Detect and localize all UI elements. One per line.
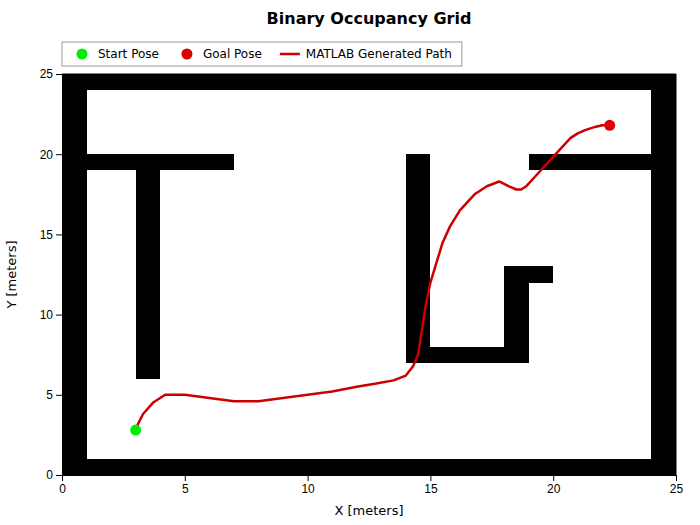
tick-mark [56,154,62,155]
legend-symbol [181,49,192,60]
tick: 0 [59,475,66,496]
tick: 20 [40,148,62,162]
legend-symbol [77,49,88,60]
legend-symbol [280,53,300,56]
tick: 10 [40,308,62,322]
title: Binary Occupancy Grid [267,9,472,28]
tick-label: 5 [182,482,189,496]
tick-mark [430,475,431,481]
tick-label: 0 [46,468,53,482]
tick: 25 [40,67,62,81]
obstacle [406,154,431,363]
obstacle [62,74,676,90]
tick-label: 20 [40,148,54,162]
obstacle [62,74,87,475]
legend-item: Start Pose [77,47,159,61]
tick: 25 [670,475,684,496]
tick-label: 25 [670,482,684,496]
tick-mark [56,315,62,316]
plot-area: 0 5 10 15 20 25 0 5 10 15 20 25 [40,67,684,495]
y-axis-title: Y [meters] [4,240,19,309]
tick-label: 15 [424,482,438,496]
obstacle [136,154,161,379]
x-axis: 0 5 10 15 20 25 [59,475,683,496]
chart: Binary Occupancy Grid 0 5 10 15 20 25 0 5 10 15 20 2… [0,0,700,525]
legend-box [62,42,462,66]
point [130,425,141,436]
tick: 15 [424,475,438,496]
x-axis-title: X [meters] [334,503,403,518]
tick-label: 20 [547,482,561,496]
legend-label: MATLAB Generated Path [306,47,452,61]
tick-mark [676,475,677,481]
tick-mark [56,395,62,396]
tick-label: 25 [40,67,54,81]
tick-mark [56,234,62,235]
tick: 5 [182,475,189,496]
obstacle [529,266,554,282]
tick: 10 [301,475,315,496]
obstacle [504,266,529,362]
path-line [136,125,610,430]
y-axis: 0 5 10 15 20 25 [40,67,63,482]
axis-line [56,75,63,476]
scatter-series [130,425,141,436]
frame [676,74,677,475]
legend: Start Pose Goal Pose MATLAB Generated Path [62,42,462,66]
legend-item: MATLAB Generated Path [280,47,452,61]
tick-mark [56,74,62,75]
tick-label: 10 [40,308,54,322]
obstacle [651,74,676,475]
legend-label: Start Pose [98,47,159,61]
legend-label: Goal Pose [203,47,262,61]
tick-mark [308,475,309,481]
tick: 15 [40,228,62,242]
tick: 0 [46,468,62,482]
frame [62,74,676,75]
axis-line [63,476,677,482]
legend-item: Goal Pose [181,47,261,61]
tick-mark [553,475,554,481]
tick-mark [185,475,186,481]
tick-label: 0 [59,482,66,496]
tick: 20 [547,475,561,496]
tick-label: 10 [301,482,315,496]
tick-mark [56,475,62,476]
scatter-series [604,120,615,131]
obstacle [62,459,676,475]
obstacles [62,74,676,475]
tick-label: 5 [46,388,53,402]
point [604,120,615,131]
tick-label: 15 [40,228,54,242]
tick: 5 [46,388,62,402]
marks [62,74,676,475]
